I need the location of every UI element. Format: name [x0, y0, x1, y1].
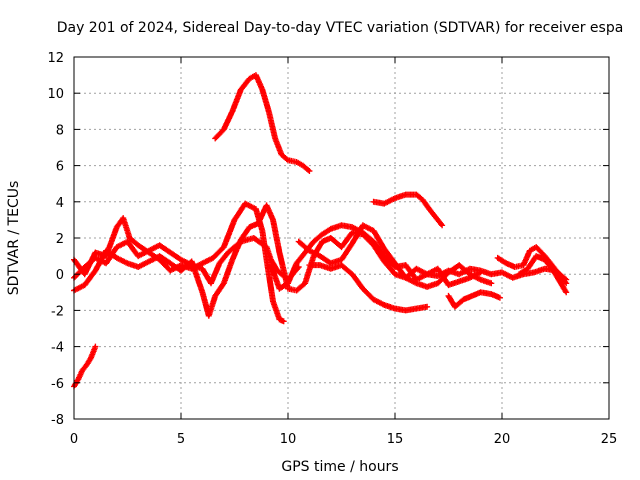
series-markers — [212, 72, 313, 174]
series-markers — [445, 289, 503, 310]
y-tick-label: 12 — [47, 51, 64, 66]
x-tick-label: 20 — [494, 432, 511, 447]
x-tick-label: 5 — [177, 432, 185, 447]
series-markers — [295, 222, 495, 290]
y-tick-label: 4 — [56, 196, 64, 211]
y-tick-label: -2 — [51, 304, 64, 319]
x-tick-label: 15 — [387, 432, 404, 447]
series-markers — [516, 253, 570, 296]
series-markers — [306, 262, 431, 314]
y-tick-label: -8 — [51, 413, 64, 428]
y-tick-label: 8 — [56, 123, 64, 138]
series-markers — [370, 191, 446, 229]
chart-title: Day 201 of 2024, Sidereal Day-to-day VTE… — [57, 20, 624, 36]
y-tick-label: 10 — [47, 87, 64, 102]
plot-frame — [73, 56, 610, 420]
x-tick-label: 10 — [280, 432, 297, 447]
x-tick-label: 25 — [601, 432, 618, 447]
data-markers — [71, 72, 570, 390]
y-tick-label: -6 — [51, 377, 64, 392]
series-track-9 — [306, 262, 431, 314]
series-track-12 — [516, 253, 570, 296]
series-track-10 — [445, 289, 503, 310]
x-tick-label: 0 — [70, 432, 78, 447]
series-track-2 — [212, 72, 313, 174]
series-markers — [267, 222, 484, 292]
series-track-3 — [370, 191, 446, 229]
x-axis-title: GPS time / hours — [281, 459, 398, 475]
series-track-7 — [267, 222, 484, 292]
axis-ticks: 0 5 10 15 20 25 -8 -6 -4 -2 0 2 4 6 8 10 12 — [47, 51, 617, 447]
y-tick-label: 2 — [56, 232, 64, 247]
y-tick-label: 0 — [56, 268, 64, 283]
y-tick-label: 6 — [56, 160, 64, 175]
y-axis-title: SDTVAR / TECUs — [6, 181, 22, 296]
y-tick-label: -4 — [51, 341, 64, 356]
series-track-8 — [295, 222, 495, 290]
